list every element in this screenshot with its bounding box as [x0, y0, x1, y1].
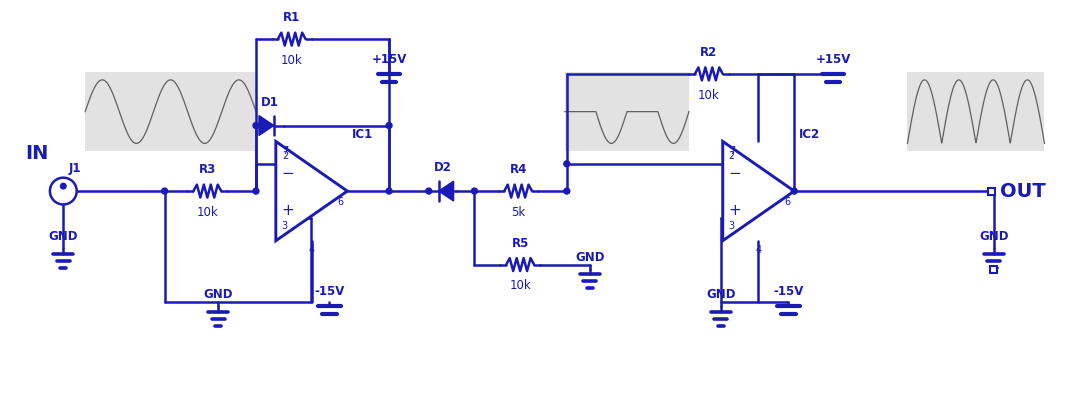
Text: IC1: IC1: [352, 129, 374, 141]
Text: 3: 3: [282, 221, 288, 231]
Polygon shape: [438, 181, 454, 201]
Text: 6: 6: [784, 197, 791, 207]
Text: 2: 2: [282, 151, 288, 161]
Bar: [990, 266, 997, 272]
Text: -15V: -15V: [773, 285, 804, 298]
Circle shape: [253, 123, 259, 129]
Text: $-$: $-$: [281, 164, 295, 179]
Text: 10k: 10k: [197, 206, 218, 219]
Circle shape: [253, 188, 259, 194]
Text: R3: R3: [199, 163, 216, 176]
Polygon shape: [275, 141, 348, 241]
Text: R1: R1: [283, 11, 300, 24]
Text: GND: GND: [203, 288, 233, 301]
Text: 3: 3: [729, 221, 734, 231]
Text: R4: R4: [510, 163, 527, 176]
Text: GND: GND: [980, 230, 1009, 243]
Polygon shape: [259, 116, 274, 135]
Circle shape: [386, 123, 392, 129]
Bar: [988, 187, 996, 195]
Text: 10k: 10k: [510, 279, 531, 293]
Text: +15V: +15V: [372, 53, 407, 66]
Bar: [907, 72, 1044, 152]
Text: $+$: $+$: [281, 204, 295, 218]
Circle shape: [386, 188, 392, 194]
Text: +15V: +15V: [815, 53, 851, 66]
Text: D2: D2: [434, 161, 451, 174]
Polygon shape: [723, 141, 794, 241]
Text: 5k: 5k: [511, 206, 525, 219]
Text: 4: 4: [309, 245, 314, 255]
Text: 6: 6: [337, 197, 343, 207]
Bar: [85, 72, 256, 152]
Text: 10k: 10k: [698, 89, 719, 102]
Circle shape: [60, 183, 66, 189]
Circle shape: [426, 188, 432, 194]
Text: 7: 7: [282, 146, 288, 156]
Text: -15V: -15V: [314, 285, 345, 298]
Text: J1: J1: [68, 162, 81, 174]
Text: 4: 4: [755, 245, 761, 255]
Text: GND: GND: [49, 230, 78, 243]
Bar: [565, 72, 689, 152]
Circle shape: [792, 188, 797, 194]
Circle shape: [472, 188, 477, 194]
Text: 7: 7: [729, 146, 735, 156]
Text: 2: 2: [729, 151, 735, 161]
Circle shape: [564, 188, 570, 194]
Text: GND: GND: [706, 288, 735, 301]
Circle shape: [50, 178, 77, 204]
Circle shape: [564, 161, 570, 167]
Text: OUT: OUT: [1000, 182, 1045, 201]
Text: $-$: $-$: [728, 164, 741, 179]
Text: IC2: IC2: [799, 129, 821, 141]
Text: $+$: $+$: [728, 204, 741, 218]
Text: R2: R2: [700, 46, 717, 59]
Text: D1: D1: [261, 96, 279, 109]
Text: IN: IN: [26, 144, 49, 163]
Circle shape: [162, 188, 167, 194]
Text: 10k: 10k: [281, 54, 302, 67]
Text: R5: R5: [512, 237, 529, 250]
Text: GND: GND: [575, 251, 605, 264]
